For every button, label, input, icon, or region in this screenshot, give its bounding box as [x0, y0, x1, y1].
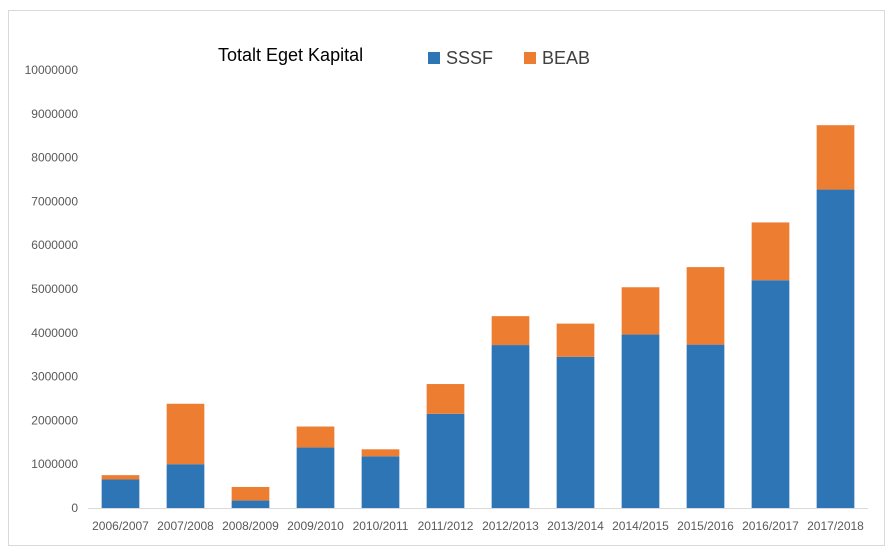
y-tick-label: 8000000	[31, 151, 78, 165]
bar-sssf-2016-2017	[751, 280, 790, 508]
y-tick-label: 6000000	[31, 238, 78, 252]
bar-beab-2008-2009	[231, 486, 270, 501]
bar-sssf-2014-2015	[621, 334, 660, 508]
x-tick-label: 2010/2011	[353, 519, 409, 533]
bar-beab-2012-2013	[491, 316, 530, 346]
x-tick-label: 2015/2016	[677, 519, 734, 533]
bar-beab-2016-2017	[751, 222, 790, 281]
x-axis: 2006/2007 2007/2008 2008/2009 2009/2010 2010…	[88, 508, 868, 533]
x-tick-label: 2008/2009	[222, 519, 279, 533]
y-tick-label: 2000000	[31, 413, 78, 427]
bars	[101, 125, 855, 508]
x-tick-label: 2014/2015	[612, 519, 669, 533]
y-axis: 0 1000000 2000000 3000000 4000000 5000000 6000…	[25, 63, 79, 515]
y-tick-label: 0	[71, 501, 78, 515]
bar-beab-2006-2007	[101, 475, 140, 480]
y-tick-label: 1000000	[31, 457, 78, 471]
x-tick-label: 2013/2014	[547, 519, 604, 533]
bar-beab-2007-2008	[166, 403, 205, 465]
bar-sssf-2017-2018	[816, 189, 855, 508]
bar-sssf-2011-2012	[426, 413, 465, 508]
bar-sssf-2012-2013	[491, 345, 530, 508]
y-tick-label: 10000000	[25, 63, 79, 77]
bar-sssf-2013-2014	[556, 356, 595, 508]
x-tick-label: 2012/2013	[482, 519, 539, 533]
y-tick-label: 7000000	[31, 194, 78, 208]
bar-sssf-2015-2016	[686, 344, 725, 508]
bar-beab-2010-2011	[361, 449, 400, 457]
bar-sssf-2009-2010	[296, 447, 335, 508]
bar-beab-2017-2018	[816, 125, 855, 190]
bar-beab-2014-2015	[621, 287, 660, 335]
bar-sssf-2010-2011	[361, 456, 400, 508]
legend-swatch-sssf	[428, 52, 440, 64]
y-tick-label: 4000000	[31, 326, 78, 340]
legend-label-sssf: SSSF	[446, 48, 493, 68]
x-tick-label: 2007/2008	[157, 519, 214, 533]
bar-beab-2015-2016	[686, 267, 725, 345]
bar-sssf-2007-2008	[166, 464, 205, 508]
bar-sssf-2006-2007	[101, 479, 140, 508]
x-tick-label: 2017/2018	[807, 519, 864, 533]
legend-swatch-beab	[524, 52, 536, 64]
chart-title: Totalt Eget Kapital	[218, 45, 363, 65]
x-tick-label: 2009/2010	[287, 519, 344, 533]
y-tick-label: 9000000	[31, 107, 78, 121]
bar-beab-2009-2010	[296, 426, 335, 448]
legend: SSSF BEAB	[428, 48, 590, 68]
x-tick-label: 2011/2012	[418, 519, 474, 533]
bar-beab-2011-2012	[426, 384, 465, 414]
legend-label-beab: BEAB	[542, 48, 590, 68]
x-tick-label: 2016/2017	[742, 519, 799, 533]
y-tick-label: 5000000	[31, 282, 78, 296]
bar-sssf-2008-2009	[231, 500, 270, 508]
y-tick-label: 3000000	[31, 370, 78, 384]
x-tick-label: 2006/2007	[92, 519, 149, 533]
bar-beab-2013-2014	[556, 323, 595, 357]
